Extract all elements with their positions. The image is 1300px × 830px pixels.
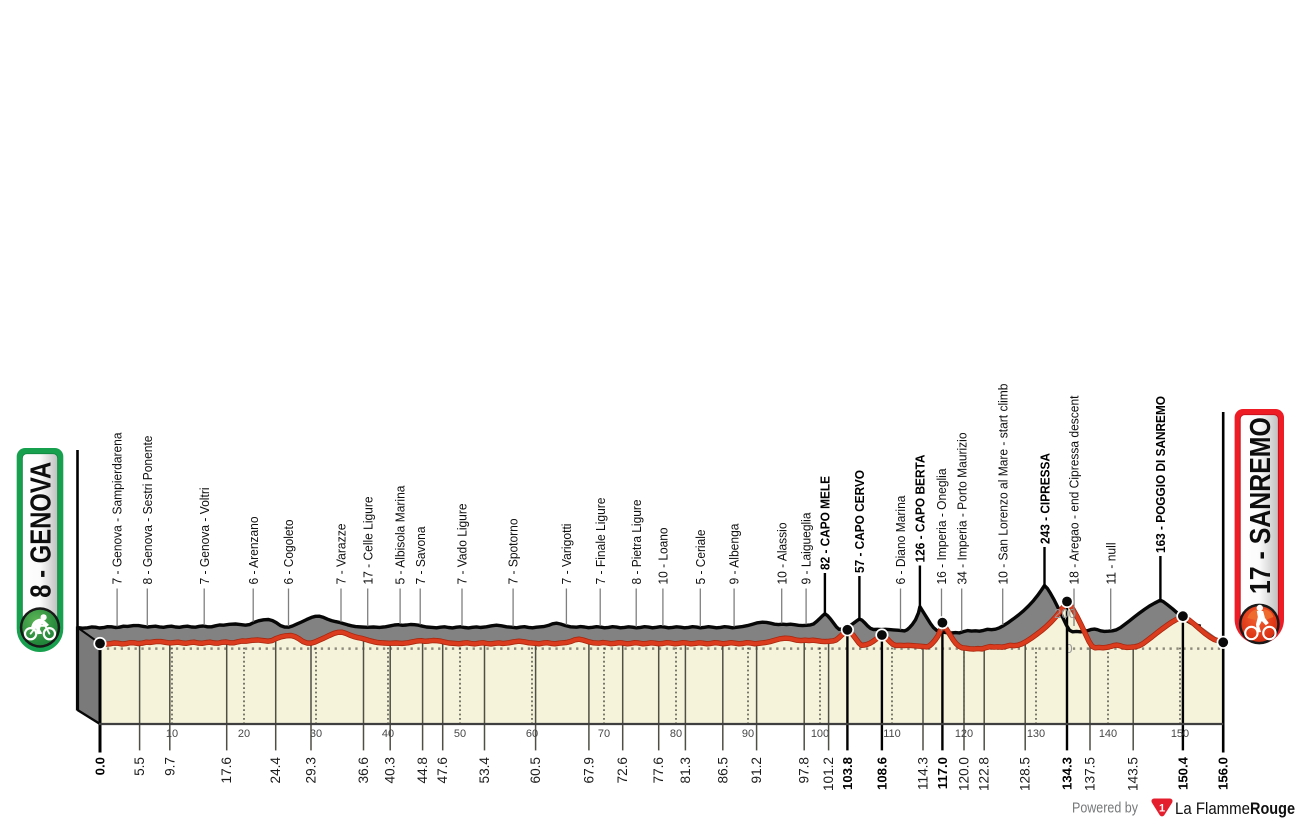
- svg-text:77.6: 77.6: [651, 757, 666, 783]
- svg-text:110: 110: [883, 728, 901, 740]
- svg-text:97.8: 97.8: [797, 757, 812, 783]
- svg-text:108.6: 108.6: [874, 757, 889, 790]
- svg-text:9 - Laigueglia: 9 - Laigueglia: [799, 512, 814, 585]
- svg-text:82 - CAPO MELE: 82 - CAPO MELE: [818, 476, 833, 570]
- svg-text:114.3: 114.3: [916, 757, 931, 790]
- svg-text:50: 50: [454, 728, 466, 740]
- svg-text:17 - Celle Ligure: 17 - Celle Ligure: [360, 497, 375, 585]
- svg-text:53.4: 53.4: [477, 757, 492, 784]
- svg-text:10: 10: [166, 728, 178, 740]
- svg-text:16 - Imperia - Oneglia: 16 - Imperia - Oneglia: [934, 468, 949, 585]
- svg-text:5 - Ceriale: 5 - Ceriale: [693, 530, 708, 585]
- svg-text:6 - Arenzano: 6 - Arenzano: [246, 517, 261, 585]
- svg-text:128.5: 128.5: [1018, 757, 1033, 791]
- svg-text:101.2: 101.2: [821, 757, 836, 791]
- svg-text:117.0: 117.0: [935, 757, 950, 789]
- svg-text:86.5: 86.5: [715, 757, 730, 783]
- svg-text:44.8: 44.8: [415, 757, 430, 783]
- svg-text:57 - CAPO CERVO: 57 - CAPO CERVO: [852, 470, 867, 573]
- svg-text:134.3: 134.3: [1060, 757, 1075, 790]
- svg-text:8 - Pietra Ligure: 8 - Pietra Ligure: [629, 500, 644, 585]
- svg-text:7 - Vado Ligure: 7 - Vado Ligure: [455, 504, 470, 585]
- svg-text:0: 0: [1065, 641, 1072, 656]
- svg-text:60: 60: [526, 728, 538, 740]
- svg-text:140: 140: [1099, 728, 1117, 740]
- svg-text:5 - Albisola Marina: 5 - Albisola Marina: [393, 485, 408, 585]
- svg-text:80: 80: [670, 728, 682, 740]
- svg-text:120.0: 120.0: [957, 757, 972, 791]
- svg-text:100: 100: [811, 728, 829, 740]
- svg-text:7 - Varazze: 7 - Varazze: [334, 524, 349, 585]
- svg-text:150: 150: [1171, 728, 1189, 740]
- svg-text:6 - Diano Marina: 6 - Diano Marina: [893, 495, 908, 585]
- svg-text:1: 1: [1159, 803, 1165, 815]
- svg-text:7 - Varigotti: 7 - Varigotti: [559, 523, 574, 584]
- svg-text:7 - Savona: 7 - Savona: [413, 526, 428, 585]
- svg-text:81.3: 81.3: [678, 757, 693, 783]
- svg-text:10 - Loano: 10 - Loano: [656, 528, 671, 585]
- svg-text:30: 30: [310, 728, 322, 740]
- svg-text:La Flamme: La Flamme: [1175, 800, 1250, 818]
- svg-text:200: 200: [1054, 606, 1076, 621]
- svg-text:34 - Imperia - Porto Maurizio: 34 - Imperia - Porto Maurizio: [954, 433, 969, 585]
- svg-text:18 - Aregao - end Cipressa des: 18 - Aregao - end Cipressa descent: [1067, 395, 1082, 584]
- svg-text:9.7: 9.7: [162, 757, 177, 776]
- svg-text:11 - null: 11 - null: [1103, 542, 1118, 584]
- svg-text:120: 120: [955, 728, 973, 740]
- svg-text:29.3: 29.3: [304, 757, 319, 783]
- svg-text:91.2: 91.2: [749, 757, 764, 783]
- svg-text:90: 90: [742, 728, 754, 740]
- svg-text:47.6: 47.6: [435, 757, 450, 783]
- svg-text:143.5: 143.5: [1126, 757, 1141, 791]
- svg-text:24.4: 24.4: [268, 757, 283, 784]
- svg-text:70: 70: [598, 728, 610, 740]
- svg-text:7 - Finale Ligure: 7 - Finale Ligure: [593, 498, 608, 585]
- svg-text:60.5: 60.5: [528, 757, 543, 783]
- svg-text:243 - CIPRESSA: 243 - CIPRESSA: [1037, 452, 1052, 544]
- svg-text:Powered by: Powered by: [1072, 801, 1139, 817]
- svg-text:67.9: 67.9: [581, 757, 596, 783]
- svg-text:8 - GENOVA: 8 - GENOVA: [26, 462, 58, 598]
- svg-text:17.6: 17.6: [219, 757, 234, 783]
- svg-text:10 - Alassio: 10 - Alassio: [774, 523, 789, 585]
- svg-text:156.0: 156.0: [1216, 757, 1231, 790]
- svg-text:17 - SANREMO: 17 - SANREMO: [1245, 417, 1277, 594]
- svg-text:Rouge: Rouge: [1250, 800, 1295, 818]
- svg-text:122.8: 122.8: [977, 757, 992, 791]
- svg-text:103.8: 103.8: [840, 757, 855, 790]
- svg-text:40: 40: [382, 728, 394, 740]
- svg-text:7 - Spotorno: 7 - Spotorno: [506, 519, 521, 585]
- svg-text:40.3: 40.3: [383, 757, 398, 783]
- svg-text:36.6: 36.6: [356, 757, 371, 783]
- svg-text:0.0: 0.0: [93, 757, 108, 775]
- svg-text:8 - Genova - Sestri Ponente: 8 - Genova - Sestri Ponente: [140, 436, 155, 585]
- svg-text:6 - Cogoleto: 6 - Cogoleto: [281, 520, 296, 585]
- svg-text:5.5: 5.5: [132, 757, 147, 776]
- svg-text:7 - Genova - Sampierdarena: 7 - Genova - Sampierdarena: [110, 432, 125, 585]
- svg-text:10 - San Lorenzo al Mare - sta: 10 - San Lorenzo al Mare - start climb: [995, 384, 1010, 585]
- svg-text:9 - Albenga: 9 - Albenga: [727, 523, 742, 585]
- svg-text:126 - CAPO BERTA: 126 - CAPO BERTA: [913, 454, 928, 563]
- svg-text:20: 20: [238, 728, 250, 740]
- svg-text:163 - POGGIO DI SANREMO: 163 - POGGIO DI SANREMO: [1153, 396, 1168, 553]
- svg-text:7 - Genova - Voltri: 7 - Genova - Voltri: [197, 487, 212, 584]
- svg-text:72.6: 72.6: [615, 757, 630, 783]
- svg-text:137.5: 137.5: [1083, 757, 1098, 791]
- svg-text:150.4: 150.4: [1175, 756, 1190, 790]
- svg-text:130: 130: [1027, 728, 1045, 740]
